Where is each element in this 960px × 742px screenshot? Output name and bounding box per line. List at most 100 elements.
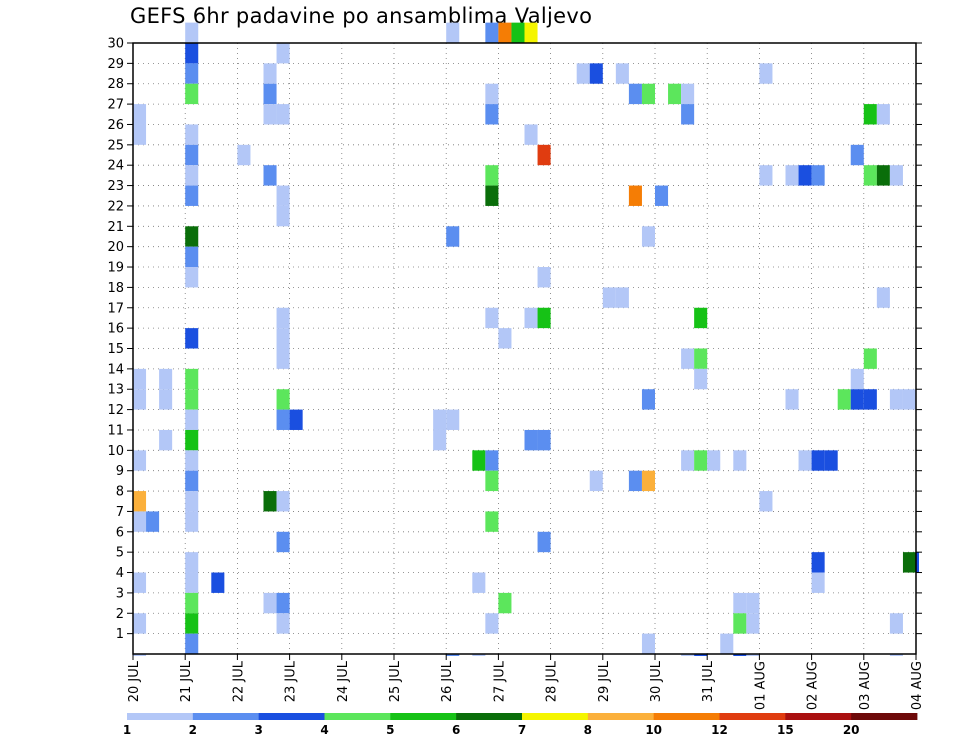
precip-cell	[276, 389, 290, 410]
precip-cell	[641, 470, 655, 492]
precip-cell	[485, 22, 499, 43]
x-tick-label: 22 JUL	[231, 660, 246, 702]
precip-cell	[485, 470, 499, 492]
precip-cell	[668, 83, 682, 105]
precip-cell	[524, 307, 538, 329]
y-tick-label: 2	[116, 607, 124, 622]
x-tick-label: 30 JUL	[649, 660, 664, 702]
precip-cell	[185, 552, 199, 573]
colorbar: 1 2 3 4 5 6 7 8 10 12 15 20	[123, 713, 918, 737]
y-tick-label: 20	[107, 240, 124, 255]
colorbar-swatch	[456, 713, 523, 720]
precip-cell	[759, 491, 773, 512]
precip-cell	[276, 613, 290, 634]
precip-cell	[524, 124, 538, 145]
precip-cell	[185, 613, 199, 634]
y-tick-label: 30	[107, 37, 124, 52]
precip-cell	[811, 165, 825, 186]
precip-cell	[185, 43, 199, 64]
precip-cell	[733, 592, 747, 614]
precip-cell	[811, 572, 825, 593]
y-axis-ticks: 1234567891011121314151617181920212223242…	[107, 37, 922, 642]
colorbar-swatch	[127, 713, 194, 720]
precip-cell	[133, 368, 147, 390]
colorbar-swatch	[785, 713, 852, 720]
precip-cell	[485, 613, 499, 634]
colorbar-label: 12	[711, 723, 728, 737]
y-tick-label: 28	[107, 77, 124, 92]
colorbar-label: 3	[254, 723, 262, 737]
x-tick-label: 23 JUL	[284, 660, 299, 702]
precip-cell	[133, 104, 147, 125]
precip-cell	[537, 267, 551, 288]
precip-cell	[185, 511, 199, 532]
precip-cell	[837, 389, 851, 410]
precip-cell	[485, 511, 499, 532]
colorbar-label: 6	[452, 723, 460, 737]
precip-cell	[185, 592, 199, 614]
x-tick-label: 21 JUL	[179, 660, 194, 702]
precip-cell	[446, 409, 460, 430]
y-tick-label: 19	[107, 261, 124, 276]
precip-cell	[628, 185, 642, 206]
precip-cell	[185, 63, 199, 84]
precip-cell	[185, 328, 199, 349]
precip-cell	[146, 511, 160, 532]
precip-cell	[276, 307, 290, 329]
y-tick-label: 7	[116, 505, 124, 520]
colorbar-swatch	[192, 713, 260, 720]
precip-cell	[133, 491, 147, 512]
precip-cell	[185, 389, 199, 410]
precip-cell	[185, 368, 199, 390]
colorbar-swatch	[851, 713, 918, 720]
x-tick-label: 29 JUL	[597, 660, 612, 702]
precip-cell	[863, 348, 877, 369]
y-tick-label: 15	[107, 342, 124, 357]
precip-cell	[759, 165, 773, 186]
precip-cell	[720, 633, 734, 654]
precip-cell	[733, 654, 747, 656]
precip-cell	[237, 144, 251, 166]
y-tick-label: 27	[107, 98, 124, 113]
precip-cell	[889, 165, 903, 186]
precip-cell	[602, 287, 616, 308]
colorbar-swatch	[587, 713, 655, 720]
precip-cell	[694, 368, 708, 390]
precip-cell	[263, 592, 277, 614]
precip-cell	[263, 63, 277, 84]
y-tick-label: 26	[107, 118, 124, 133]
x-tick-label: 04 AUG	[910, 661, 925, 710]
colorbar-label: 10	[645, 723, 662, 737]
colorbar-swatch	[522, 713, 589, 720]
precip-cell	[289, 409, 303, 430]
precip-cell	[185, 226, 199, 247]
precip-cell	[211, 572, 225, 593]
y-tick-label: 21	[107, 220, 124, 235]
precip-cell	[263, 165, 277, 186]
precip-cell	[733, 613, 747, 634]
precip-cell	[485, 104, 499, 125]
precip-cell	[263, 491, 277, 512]
precip-cell	[889, 654, 903, 656]
precip-cell	[876, 287, 890, 308]
precip-cell	[889, 389, 903, 410]
colorbar-swatch	[653, 713, 720, 720]
precip-cell	[850, 144, 864, 166]
precip-cell	[524, 429, 538, 451]
precip-cell	[902, 552, 916, 573]
precip-cell	[276, 43, 290, 64]
precip-cell	[785, 165, 799, 186]
precip-cell	[681, 83, 695, 105]
precip-cell	[185, 83, 199, 105]
precip-cell	[537, 429, 551, 451]
precip-cell	[746, 613, 760, 634]
colorbar-label: 8	[584, 723, 592, 737]
colorbar-label: 1	[123, 723, 131, 737]
precip-cell	[589, 470, 603, 492]
precip-cell	[811, 450, 825, 471]
x-axis-ticks: 20 JUL 21 JUL 22 JUL 23 JUL 24 JUL 25 JUL 26 J…	[127, 654, 925, 710]
precip-cell	[498, 592, 512, 614]
x-tick-label: 28 JUL	[545, 660, 560, 702]
precip-cell	[641, 83, 655, 105]
precip-cell	[133, 572, 147, 593]
